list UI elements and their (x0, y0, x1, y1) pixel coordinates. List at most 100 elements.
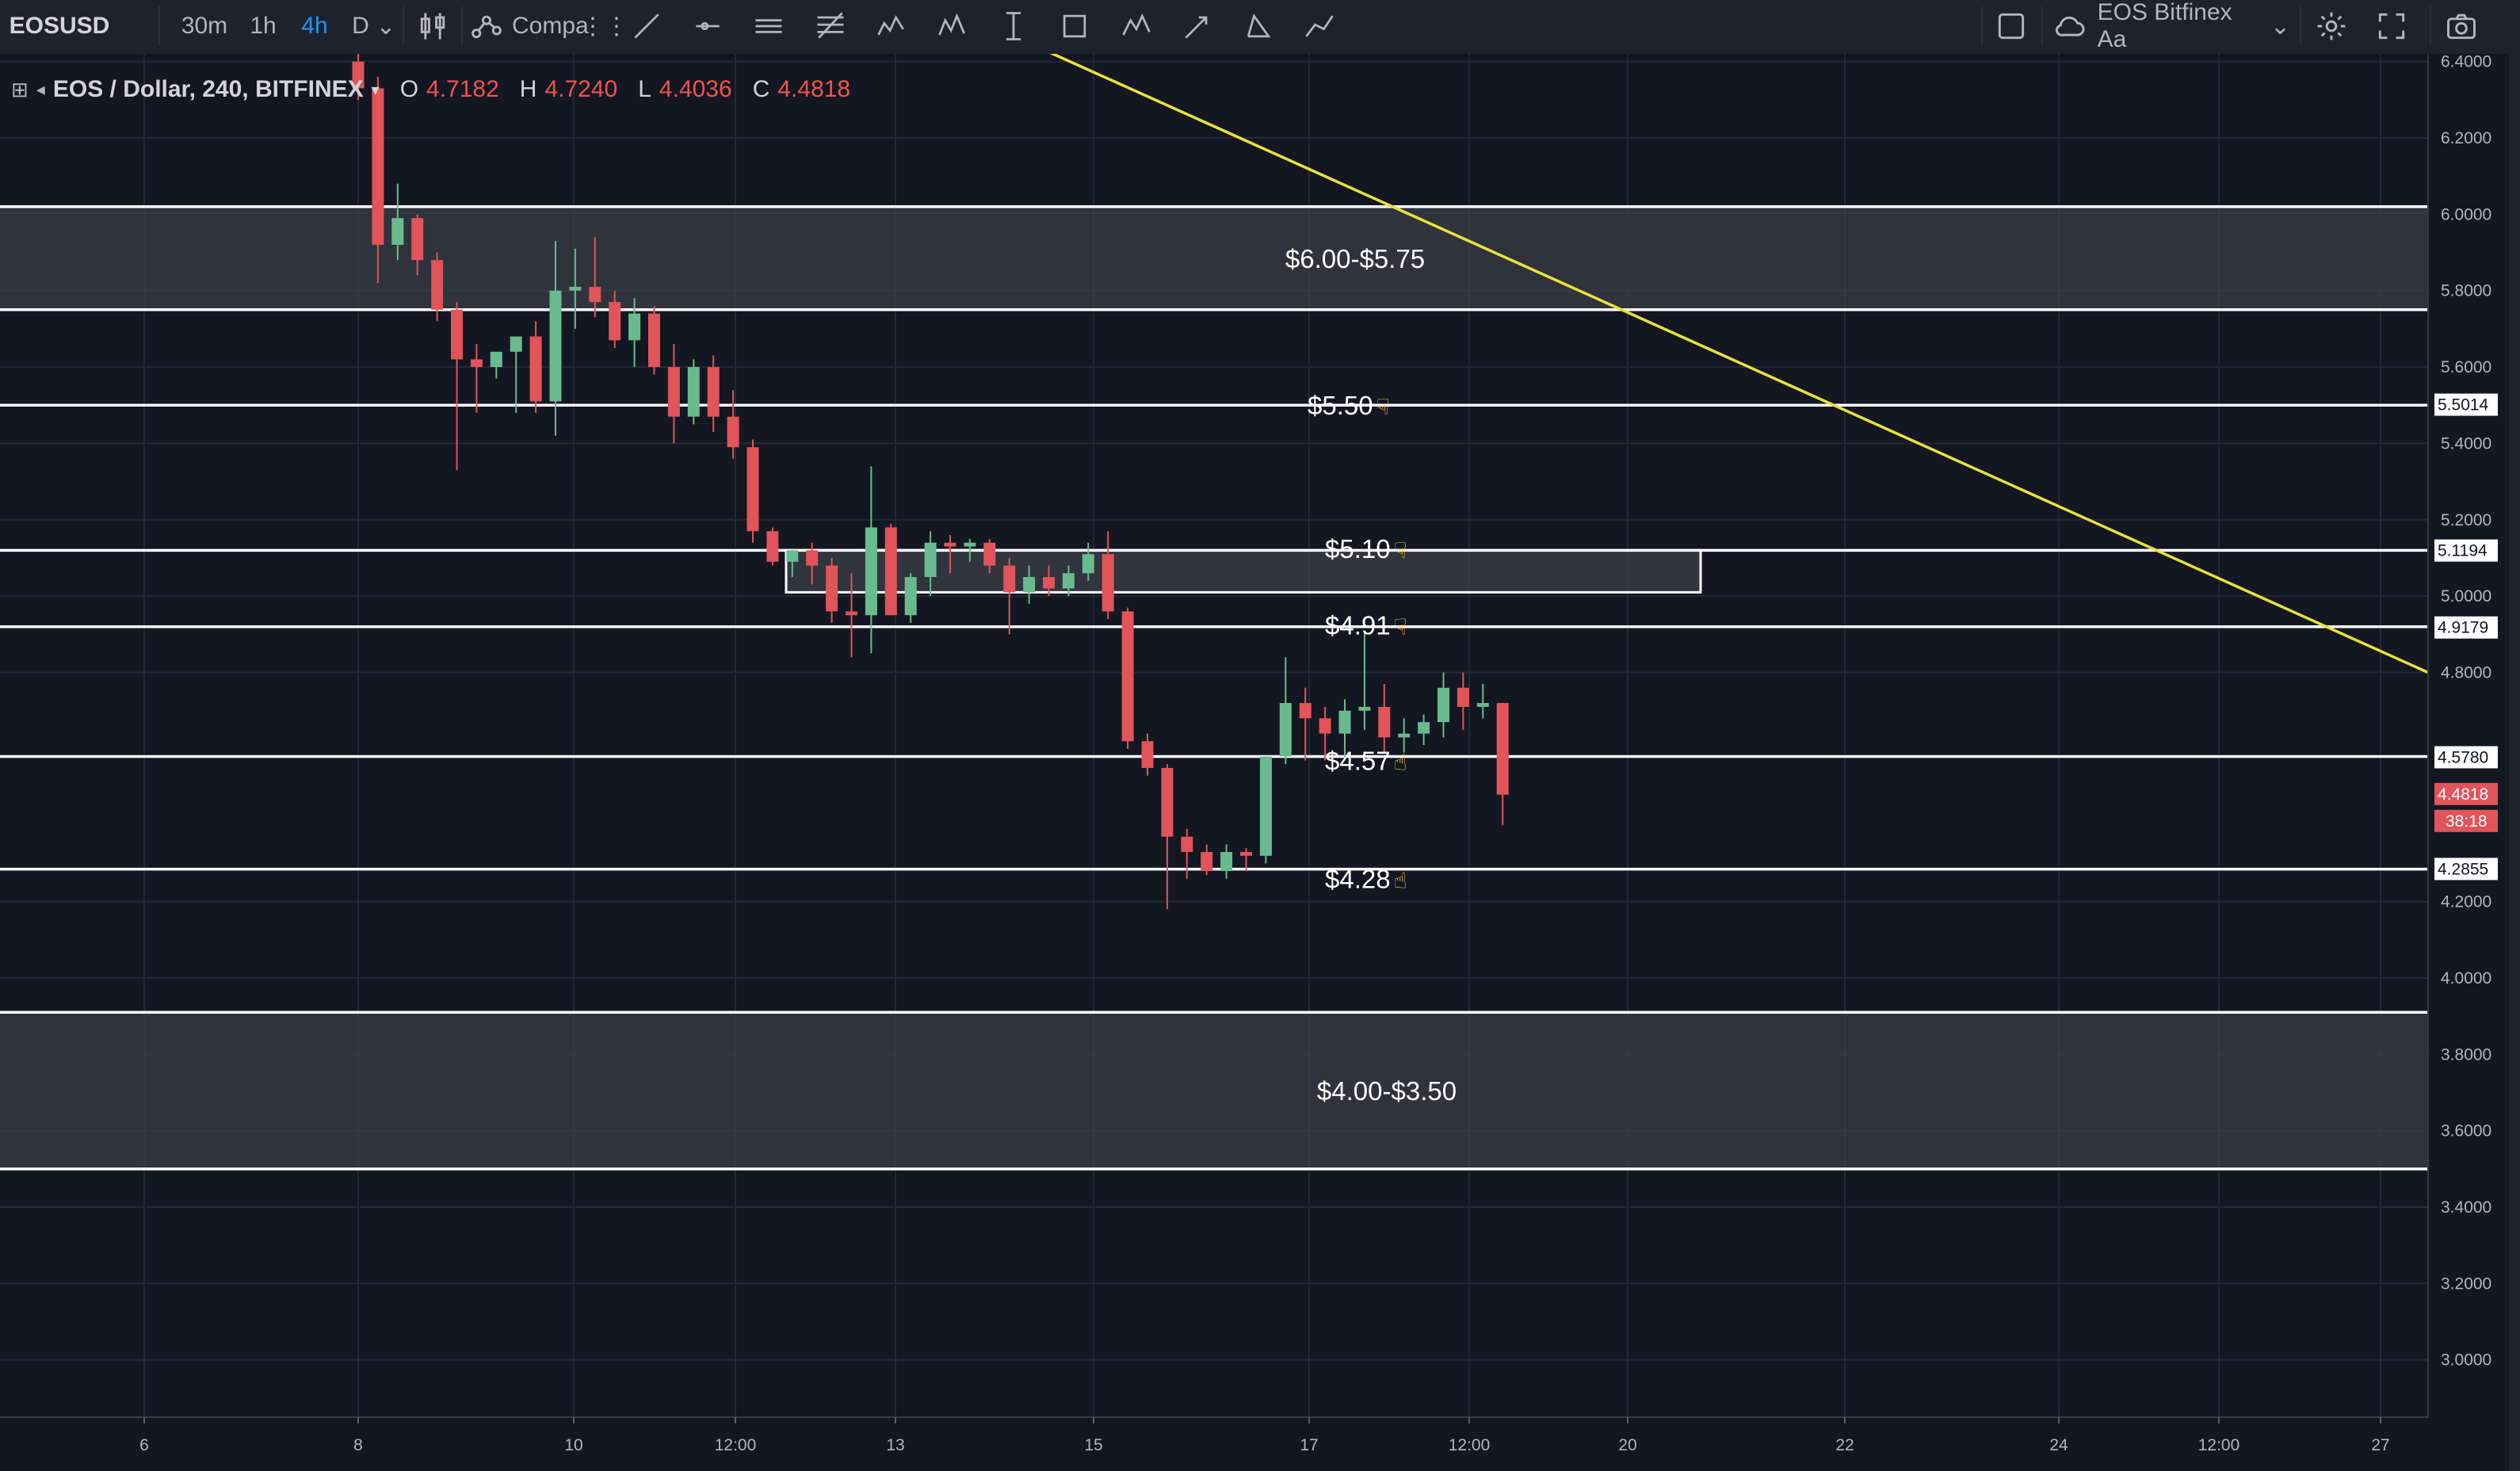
compare-button[interactable]: Compa (469, 0, 601, 52)
candle-body[interactable] (1161, 767, 1174, 837)
candle-body[interactable] (865, 527, 877, 616)
candle-body[interactable] (1043, 577, 1055, 589)
interval-dropdown[interactable]: ⌄ (374, 0, 398, 52)
select-box-button[interactable] (1989, 0, 2033, 52)
layout-button[interactable]: EOS Bitfinex Aa ⌄ (2052, 0, 2290, 52)
candle-body[interactable] (924, 542, 937, 578)
support-resistance-zone[interactable] (0, 206, 2428, 310)
candle-body[interactable] (707, 367, 720, 417)
candle-body[interactable] (1102, 554, 1114, 612)
legend-title[interactable]: EOS / Dollar, 240, BITFINEX (52, 76, 364, 102)
candle-body[interactable] (766, 531, 779, 562)
rectangle-tool[interactable] (1044, 0, 1105, 52)
candle-body[interactable] (746, 447, 759, 532)
parallel-channel-tool[interactable] (739, 0, 799, 52)
candle-body[interactable] (490, 351, 502, 368)
candle-body[interactable] (1438, 687, 1449, 723)
snapshot-button[interactable] (2439, 0, 2484, 52)
interval-d-button[interactable]: D (341, 0, 380, 52)
side-scrollbar[interactable] (2509, 54, 2520, 1471)
horizontal-ray-tool[interactable] (678, 0, 738, 52)
caret-down-icon[interactable]: ▾ (371, 81, 380, 99)
chart-type-button[interactable] (410, 0, 455, 52)
candle-body[interactable] (1496, 703, 1509, 795)
candle-body[interactable] (372, 88, 384, 245)
candle-body[interactable] (904, 577, 917, 616)
candle-body[interactable] (1062, 573, 1075, 589)
consolidation-box[interactable] (785, 548, 1702, 594)
candle-body[interactable] (1220, 851, 1233, 872)
price-tick-label: 3.4000 (2441, 1198, 2491, 1217)
candle-body[interactable] (1299, 703, 1312, 719)
candle-body[interactable] (529, 336, 542, 402)
time-tick-label: 27 (2371, 1436, 2389, 1454)
interval-4h-button[interactable]: 4h (288, 0, 341, 52)
candle-body[interactable] (687, 367, 700, 417)
candle-body[interactable] (1082, 554, 1094, 574)
candle-body[interactable] (667, 367, 680, 417)
candle-body[interactable] (1319, 718, 1331, 734)
elliott-wave-tool[interactable] (861, 0, 922, 52)
candle-body[interactable] (1457, 687, 1469, 707)
trend-line-tool[interactable] (617, 0, 677, 52)
candle-body[interactable] (1398, 733, 1411, 738)
candle-body[interactable] (648, 313, 660, 368)
drag-handle[interactable]: ⋮⋮ (581, 0, 628, 52)
candle-body[interactable] (884, 527, 897, 616)
candle-body[interactable] (786, 550, 799, 562)
abcd-pattern-tool[interactable] (922, 0, 983, 52)
candle-body[interactable] (609, 302, 621, 341)
support-resistance-zone[interactable] (0, 1012, 2428, 1169)
candle-body[interactable] (1181, 836, 1193, 852)
candle-body[interactable] (826, 565, 838, 612)
interval-1h-button[interactable]: 1h (238, 0, 288, 52)
candle-body[interactable] (846, 611, 857, 616)
time-axis[interactable] (0, 1417, 2520, 1471)
time-tick-label: 13 (886, 1436, 904, 1454)
price-chart[interactable]: $6.00-$5.75$4.00-$3.50$5.50 ☟$5.10 ☟$4.91 ☟… (0, 54, 2520, 1471)
candle-body[interactable] (391, 218, 404, 245)
candle-body[interactable] (1201, 851, 1213, 872)
candle-body[interactable] (806, 550, 819, 566)
candle-body[interactable] (964, 542, 976, 547)
candle-body[interactable] (1259, 756, 1272, 856)
fullscreen-button[interactable] (2369, 0, 2414, 52)
candle-body[interactable] (727, 416, 739, 448)
candle-body[interactable] (1338, 710, 1351, 734)
candle-body[interactable] (628, 313, 641, 341)
candle-body[interactable] (1378, 706, 1391, 738)
yellow-trendline[interactable] (1044, 54, 2429, 674)
candle-body[interactable] (1121, 611, 1134, 742)
symbol-search[interactable]: EOSUSD (0, 0, 119, 52)
candle-body[interactable] (1418, 722, 1430, 734)
candle-body[interactable] (1358, 706, 1371, 711)
candle-body[interactable] (352, 61, 365, 89)
candle-body[interactable] (1240, 851, 1252, 856)
candle-body[interactable] (431, 260, 444, 310)
candle-body[interactable] (1023, 577, 1036, 593)
settings-button[interactable] (2309, 0, 2354, 52)
interval-30m-button[interactable]: 30m (173, 0, 236, 52)
candle-body[interactable] (569, 286, 582, 291)
xabcd-pattern-tool[interactable] (1106, 0, 1166, 52)
triangle-tool[interactable] (1228, 0, 1289, 52)
plus-square-icon[interactable]: ⊞ (11, 77, 29, 101)
candle-body[interactable] (549, 290, 562, 402)
candle-body[interactable] (1476, 703, 1489, 707)
candle-body[interactable] (1003, 565, 1016, 593)
price-range-tool[interactable] (983, 0, 1044, 52)
path-tool[interactable] (1289, 0, 1350, 52)
fib-retracement-tool[interactable] (800, 0, 861, 52)
candle-body[interactable] (589, 286, 601, 303)
arrow-tool[interactable] (1167, 0, 1228, 52)
candle-body[interactable] (411, 218, 424, 261)
candle-body[interactable] (470, 359, 483, 368)
candle-body[interactable] (1141, 741, 1154, 768)
candle-body[interactable] (510, 336, 522, 352)
candle-body[interactable] (944, 542, 956, 547)
low-value: 4.4036 (659, 76, 732, 102)
abcd-pattern-icon (938, 13, 965, 36)
candle-body[interactable] (983, 542, 996, 566)
candle-body[interactable] (1279, 703, 1292, 757)
candle-body[interactable] (451, 309, 463, 360)
